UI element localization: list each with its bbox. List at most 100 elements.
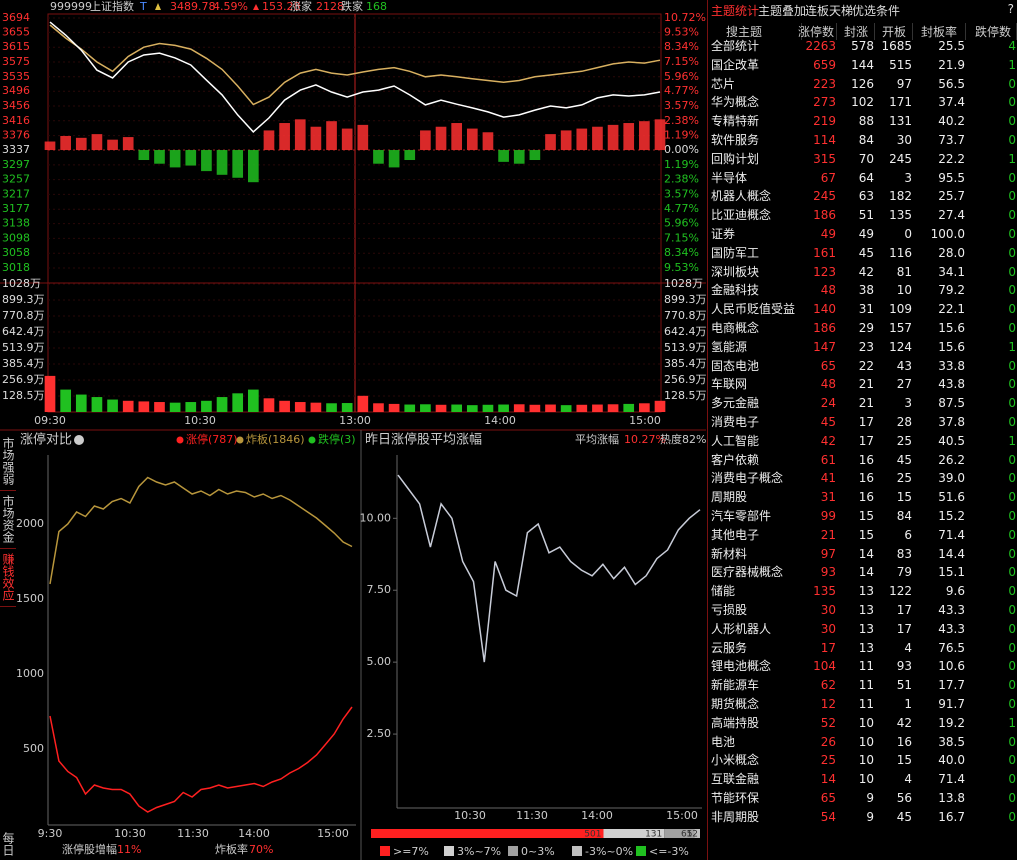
cell-value: 27 [896,377,912,392]
row-name[interactable]: 华为概念 [711,95,760,110]
row-name[interactable]: 证券 [711,227,736,241]
row-name[interactable]: 汽车零部件 [711,509,772,523]
pct-tick-label: 2.38% [664,114,699,127]
cell-value: 15 [858,509,874,523]
row-name[interactable]: 半导体 [711,170,748,185]
breadth-bar [310,126,322,151]
legend-dot [236,436,244,444]
breadth-bar [44,141,56,151]
volume-bar [44,375,56,412]
row-name[interactable]: 比亚迪概念 [711,208,772,223]
row-name[interactable]: 国防军工 [711,245,760,260]
cell-value: 61 [820,452,836,467]
cell-value: 27.4 [938,208,965,223]
row-name[interactable]: 小米概念 [711,753,760,768]
cell-value: 0 [1008,189,1016,204]
row-name[interactable]: 新材料 [711,546,748,561]
cell-value: 15.6 [938,321,965,335]
down-label: 跌家 [341,0,363,13]
tab[interactable]: 连板天梯 [805,4,854,18]
y-tick-label: 3098 [2,231,30,244]
row-name[interactable]: 电池 [711,734,736,749]
row-name[interactable]: 多元金融 [711,396,760,411]
y-tick-label: 1500 [16,592,44,605]
tab[interactable]: 每日 [0,828,16,860]
row-name[interactable]: 互联金融 [711,772,760,787]
avg-label: 平均涨幅 [575,433,619,446]
row-name[interactable]: 非周期股 [711,809,760,824]
row-name[interactable]: 机器人概念 [711,189,772,204]
column-header: 搜主题 [726,23,802,40]
pct-tick-label: 5.96% [664,70,699,83]
breadth-bar [498,150,509,162]
cell-value: 109 [889,302,912,317]
cell-value: 21.9 [938,57,965,72]
y-tick-label: 3297 [2,158,30,171]
tab[interactable]: 主题叠加 [758,4,807,18]
cell-value: 13.8 [938,791,965,805]
row-name[interactable]: 人形机器人 [711,621,772,636]
row-name[interactable]: 金融科技 [711,283,760,298]
row-name[interactable]: 全部统计 [711,39,760,53]
row-name[interactable]: 车联网 [711,377,748,392]
row-name[interactable]: 深圳板块 [711,264,760,279]
pct-tick-label: 3.57% [664,99,699,112]
tabs: 主题统计 主题叠加 连板天梯 优选条件? [708,0,1017,18]
cell-value: 84 [896,509,912,523]
breadth-bar [607,124,619,151]
row-name[interactable]: 高端持股 [711,715,760,730]
cell-value: 28 [896,415,912,429]
row-name[interactable]: 期货概念 [711,697,760,711]
row-name[interactable]: 人工智能 [711,433,760,448]
tab[interactable]: 市场强弱 [0,432,16,491]
cell-value: 0 [1008,227,1016,241]
row-name[interactable]: 储能 [711,584,736,599]
up-label: 涨家 [290,0,312,13]
y-tick-label: 5.00 [367,655,392,668]
row-name[interactable]: 固态电池 [711,358,760,373]
row-name[interactable]: 其他电子 [711,527,760,542]
cell-value: 21 [820,527,836,542]
cell-value: 76.5 [938,640,965,655]
column-header: 涨停数 [796,23,837,40]
row-name[interactable]: 专精特新 [711,114,760,129]
pct-tick-label: 9.53% [664,25,699,38]
y-tick-label: 3217 [2,187,30,200]
cell-value: 1685 [881,39,912,53]
row-name[interactable]: 消费电子概念 [711,471,784,486]
row-name[interactable]: 节能环保 [711,791,760,805]
cell-value: 0 [1008,396,1016,411]
cell-value: 97 [820,546,836,561]
row-name[interactable]: 软件服务 [711,133,760,147]
volume-bar [639,403,650,412]
row-name[interactable]: 消费电子 [711,415,760,429]
row-name[interactable]: 回购计划 [711,151,760,166]
row-name[interactable]: 新能源车 [711,678,760,693]
tab[interactable]: 赚钱效应 [0,548,16,607]
row-name[interactable]: 氢能源 [711,339,748,354]
cell-value: 65 [820,791,836,805]
tab[interactable]: 主题统计 [711,4,760,18]
row-name[interactable]: 芯片 [711,76,736,91]
tab[interactable]: 市场资金 [0,490,16,549]
row-name[interactable]: 周期股 [711,490,748,505]
row-name[interactable]: 亏损股 [711,603,748,617]
vol-tick-label: 513.9万 [664,341,706,354]
cell-value: 1 [1008,433,1016,448]
breadth-bar [513,150,525,164]
row-name[interactable]: 云服务 [711,640,748,655]
vol-tick-label: 642.4万 [664,325,706,338]
row-name[interactable]: 电商概念 [711,321,760,335]
tab[interactable]: 优选条件 [852,4,901,18]
cell-value: 0 [1008,791,1016,805]
y-tick-label: 3496 [2,84,30,97]
cell-value: 131 [889,114,912,129]
cell-value: 186 [813,321,836,335]
volume-bar [185,402,197,412]
cell-value: 71.4 [938,772,965,787]
row-name[interactable]: 锂电池概念 [711,659,772,674]
row-name[interactable]: 人民币贬值受益 [711,302,796,317]
row-name[interactable]: 客户依赖 [711,452,760,467]
row-name[interactable]: 医疗器械概念 [711,565,784,580]
row-name[interactable]: 国企改革 [711,57,760,72]
